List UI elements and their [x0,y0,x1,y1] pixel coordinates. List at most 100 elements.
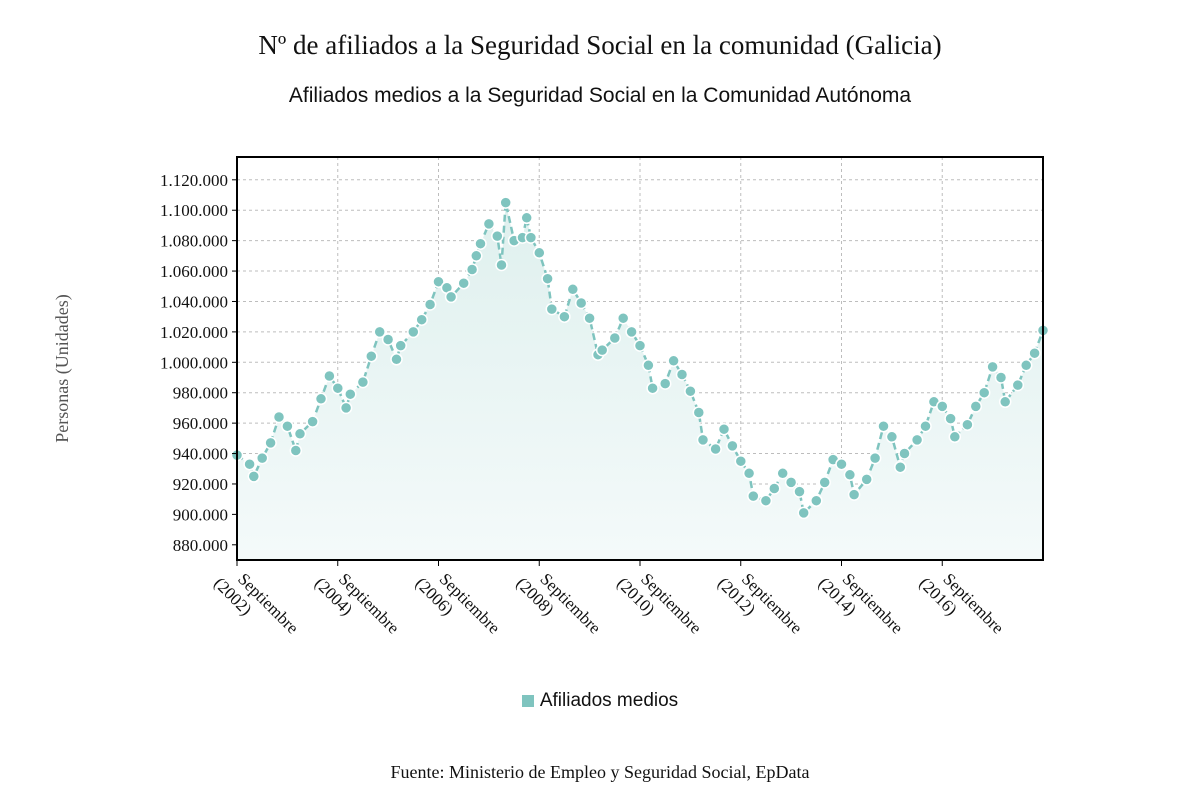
data-point[interactable] [936,400,949,413]
x-tick-label: Septiembre(2002) [210,559,302,651]
y-axis-label: Personas (Unidades) [52,294,73,442]
data-point[interactable] [339,401,353,415]
data-point[interactable] [381,333,395,346]
data-point[interactable] [717,422,731,436]
data-point[interactable] [818,476,831,489]
y-tick-label: 960.000 [173,414,228,433]
data-point[interactable] [894,460,907,474]
data-point[interactable] [747,489,760,503]
y-tick-label: 1.060.000 [160,262,228,281]
data-point[interactable] [499,196,512,209]
data-point[interactable] [675,368,689,381]
data-point[interactable] [470,249,483,263]
data-point[interactable] [423,298,437,311]
data-point[interactable] [356,375,370,389]
data-point[interactable] [793,485,806,498]
data-point[interactable] [977,386,991,399]
data-point[interactable] [877,419,890,433]
data-point[interactable] [944,412,957,425]
data-point[interactable] [323,369,336,383]
data-point[interactable] [898,447,911,460]
data-point[interactable] [289,444,303,457]
data-point[interactable] [919,419,932,433]
data-point[interactable] [432,275,445,288]
data-point[interactable] [595,343,609,357]
data-point[interactable] [365,349,378,363]
data-point[interactable] [759,494,773,507]
data-point[interactable] [407,325,420,339]
data-point[interactable] [608,331,622,345]
data-point[interactable] [541,272,554,285]
data-point[interactable] [667,354,680,368]
data-point[interactable] [444,290,458,304]
data-point[interactable] [860,473,873,486]
data-point[interactable] [885,430,899,444]
data-point[interactable] [784,476,798,489]
data-point[interactable] [495,258,508,272]
data-point[interactable] [684,384,697,398]
data-point[interactable] [986,360,999,374]
data-point[interactable] [843,468,857,482]
data-point[interactable] [566,283,580,296]
data-point[interactable] [726,439,739,453]
data-point[interactable] [533,246,546,260]
data-point[interactable] [709,442,722,456]
data-point[interactable] [633,339,647,352]
series-line-path [236,202,1045,516]
data-point[interactable] [281,419,294,433]
data-point[interactable] [616,311,630,325]
data-point[interactable] [994,371,1008,384]
data-point[interactable] [768,482,781,495]
data-point[interactable] [910,433,924,447]
data-point[interactable] [742,467,756,480]
data-point[interactable] [574,296,588,310]
data-point[interactable] [394,339,407,352]
data-point[interactable] [961,418,974,431]
data-point[interactable] [524,231,538,244]
data-point[interactable] [776,467,789,480]
data-point[interactable] [868,451,882,465]
data-point[interactable] [243,457,256,471]
data-point[interactable] [373,325,386,339]
data-point[interactable] [692,406,706,419]
data-point[interactable] [465,263,479,276]
data-point[interactable] [520,211,533,225]
data-point[interactable] [264,436,277,450]
data-point[interactable] [293,427,307,441]
data-point[interactable] [998,395,1012,409]
series-line [236,202,1045,516]
data-point[interactable] [331,381,345,395]
data-point[interactable] [583,311,596,325]
data-point[interactable] [1019,359,1033,372]
data-point[interactable] [625,325,638,339]
data-point[interactable] [948,430,962,444]
data-point[interactable] [491,229,504,243]
data-point[interactable] [696,433,710,447]
data-point[interactable] [797,506,810,520]
data-point[interactable] [255,451,269,465]
data-point[interactable] [558,310,571,323]
data-point[interactable] [482,217,496,231]
data-point[interactable] [545,302,559,316]
data-point[interactable] [306,415,319,428]
data-point[interactable] [646,381,659,395]
data-point[interactable] [474,237,487,250]
data-point[interactable] [272,410,286,424]
data-point[interactable] [969,400,983,413]
data-point[interactable] [1028,346,1041,360]
data-point[interactable] [344,387,357,401]
data-point[interactable] [415,313,428,326]
data-point[interactable] [457,276,470,290]
data-point[interactable] [658,377,672,390]
data-point[interactable] [1011,378,1025,392]
data-point[interactable] [835,457,848,471]
data-point[interactable] [642,359,655,372]
data-point[interactable] [734,454,748,468]
data-point[interactable] [247,470,261,483]
data-point[interactable] [314,392,328,406]
data-point[interactable] [390,353,403,366]
data-point[interactable] [810,494,823,507]
x-tick-label: Septiembre(2012) [714,559,806,651]
data-point[interactable] [847,488,861,501]
